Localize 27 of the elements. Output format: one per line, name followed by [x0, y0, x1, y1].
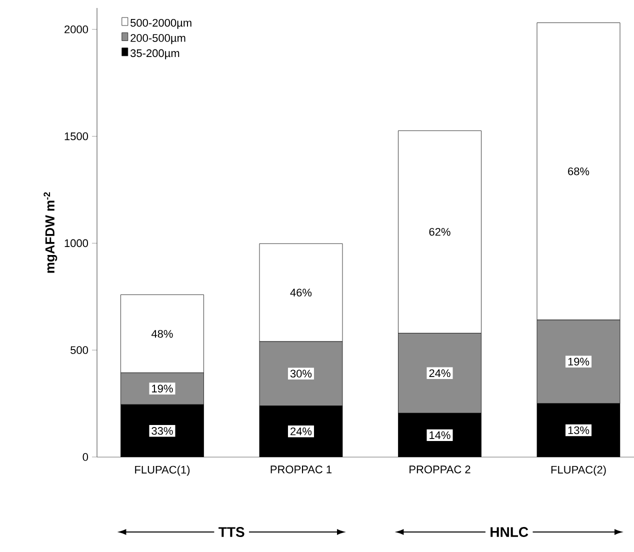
y-tick-label: 1000	[64, 239, 88, 248]
legend-label: 500-2000µm	[130, 18, 192, 29]
annotation: 19%	[568, 358, 590, 366]
annotation: 48%	[151, 330, 173, 338]
x-tick-label: PROPPAC 1	[270, 466, 332, 474]
y-tick-label: 2000	[64, 25, 88, 34]
legend-label: 35-200µm	[130, 49, 180, 60]
x-tick-label: FLUPAC(2)	[551, 466, 606, 476]
annotation: 24%	[290, 427, 312, 436]
annotation: 13%	[568, 426, 590, 434]
x-tick-label: PROPPAC 2	[410, 466, 470, 474]
annotation: 19%	[152, 384, 173, 392]
legend-label: 200-500µm	[130, 34, 186, 44]
annotation: 33%	[152, 427, 173, 435]
text: TTS	[218, 527, 244, 537]
annotation: 46%	[290, 288, 312, 296]
text: HNLC	[490, 527, 528, 537]
y-tick-label: 1500	[64, 132, 88, 140]
y-tick-label: 0	[82, 453, 88, 461]
x-tick-label: FLUPAC(1)	[135, 466, 190, 476]
y-tick-label: 500	[70, 346, 88, 354]
annotation: 24%	[429, 369, 450, 378]
annotation: 62%	[429, 228, 450, 236]
annotation: 68%	[568, 167, 590, 176]
annotation: 30%	[290, 370, 312, 378]
y-axis-title: mgAFDW m$^{-2}$	[44, 192, 58, 273]
annotation: 14%	[430, 431, 450, 440]
